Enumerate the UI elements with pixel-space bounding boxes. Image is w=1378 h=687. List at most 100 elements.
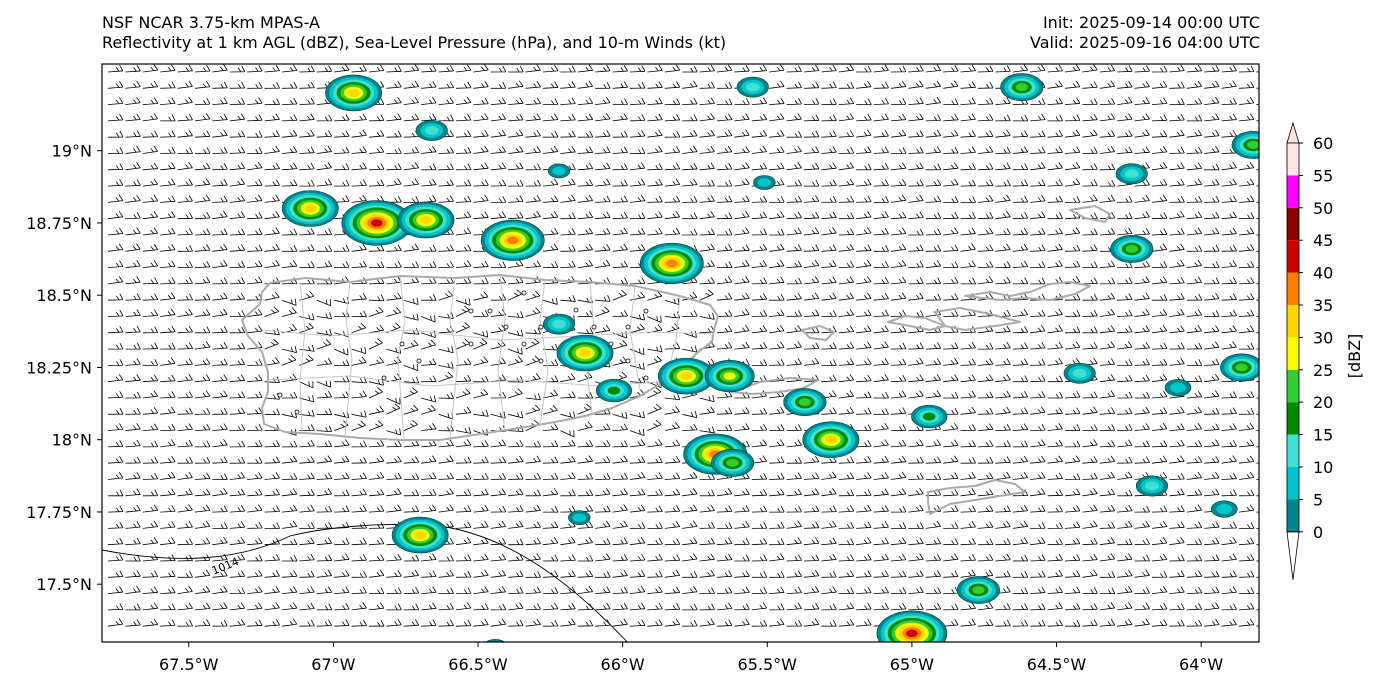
wind-barb — [1099, 471, 1115, 480]
wind-barb — [908, 487, 924, 497]
wind-barb — [316, 145, 333, 154]
wind-barb — [125, 243, 141, 252]
wind-barb — [403, 420, 418, 431]
wind-barb — [142, 130, 159, 138]
wind-barb — [769, 260, 785, 268]
wind-barb — [160, 64, 176, 73]
wind-barb — [508, 505, 524, 513]
wind-barb — [1151, 455, 1168, 464]
wind-barb — [455, 163, 472, 171]
wind-barb — [908, 80, 924, 89]
wind-barb — [908, 97, 924, 105]
wind-barb — [107, 81, 124, 89]
wind-barb — [1169, 64, 1185, 73]
wind-barb — [960, 406, 976, 415]
wind-barb — [194, 440, 211, 448]
wind-barb — [264, 194, 280, 203]
wind-barb — [856, 407, 872, 415]
colorbar-swatch — [1287, 337, 1299, 370]
wind-barb — [160, 227, 176, 236]
station-dot — [381, 375, 387, 381]
wind-barb — [1099, 97, 1116, 105]
wind-barb — [142, 227, 159, 236]
wind-barb — [751, 195, 768, 203]
wind-barb — [751, 489, 768, 497]
wind-barb — [995, 228, 1011, 236]
wind-barb — [960, 243, 976, 252]
station-dot — [468, 341, 474, 347]
wind-barb — [386, 307, 402, 317]
wind-barb — [769, 406, 785, 415]
wind-barb — [734, 129, 750, 138]
wind-barb — [299, 439, 315, 448]
wind-barb — [577, 80, 594, 89]
wind-barb — [264, 338, 279, 350]
wind-barb — [751, 211, 768, 220]
wind-barb — [455, 322, 470, 334]
wind-barb — [995, 261, 1011, 268]
wind-barb — [1064, 407, 1081, 415]
wind-barb — [977, 81, 994, 89]
wind-barb — [682, 129, 698, 138]
wind-barb — [142, 260, 159, 268]
wind-barb — [560, 146, 576, 154]
wind-barb — [629, 439, 646, 448]
wind-barb — [281, 260, 298, 268]
wind-barb — [734, 146, 750, 154]
wind-barb — [1030, 391, 1046, 399]
wind-barb — [212, 210, 228, 220]
wind-barb — [438, 146, 454, 154]
wind-barb — [1169, 488, 1185, 497]
wind-barb — [229, 194, 246, 203]
wind-barb — [212, 81, 228, 89]
wind-barb — [629, 291, 646, 301]
wind-barb — [1047, 243, 1063, 252]
wind-barb — [629, 313, 645, 321]
wind-barb — [873, 64, 889, 73]
wind-barb — [142, 195, 159, 203]
wind-barb — [1012, 375, 1029, 383]
wind-barb — [769, 228, 785, 236]
wind-barb — [873, 455, 889, 464]
wind-barb — [194, 341, 211, 350]
wind-barb — [647, 355, 662, 366]
wind-barb — [1204, 341, 1220, 350]
wind-barb — [1082, 277, 1098, 285]
wind-barb — [838, 64, 855, 73]
wind-barb — [299, 504, 315, 513]
colorbar-swatch — [1287, 175, 1299, 208]
wind-barb — [194, 113, 211, 122]
wind-barb — [160, 147, 176, 154]
wind-barb — [734, 341, 750, 350]
wind-barb — [1134, 325, 1150, 334]
wind-barb — [229, 374, 246, 383]
wind-barb — [1099, 163, 1116, 171]
wind-barb — [160, 308, 176, 317]
station-dot — [643, 308, 649, 314]
wind-barb — [455, 113, 472, 122]
wind-barb — [943, 472, 959, 480]
wind-barb — [1117, 489, 1133, 497]
wind-barb — [647, 64, 663, 73]
wind-barb — [247, 179, 263, 187]
station-dot — [503, 324, 509, 330]
wind-barb — [873, 505, 889, 513]
wind-barb — [943, 65, 959, 73]
wind-barb — [1064, 326, 1081, 334]
wind-barb — [125, 96, 141, 105]
wind-barb — [1238, 227, 1255, 236]
wind-barb — [1204, 407, 1220, 415]
wind-barb — [803, 211, 820, 220]
wind-barb — [229, 342, 246, 350]
wind-barb — [1186, 195, 1203, 203]
wind-barb — [177, 325, 193, 334]
reflectivity-cell — [1164, 379, 1192, 397]
wind-barb — [316, 339, 332, 350]
wind-barb — [421, 489, 437, 497]
wind-barb — [1238, 455, 1255, 464]
wind-barb — [1221, 407, 1237, 415]
wind-barb — [490, 179, 507, 187]
wind-barb — [960, 212, 976, 220]
wind-barb — [1186, 471, 1203, 480]
lon-tick-label: 64°W — [1179, 655, 1223, 674]
